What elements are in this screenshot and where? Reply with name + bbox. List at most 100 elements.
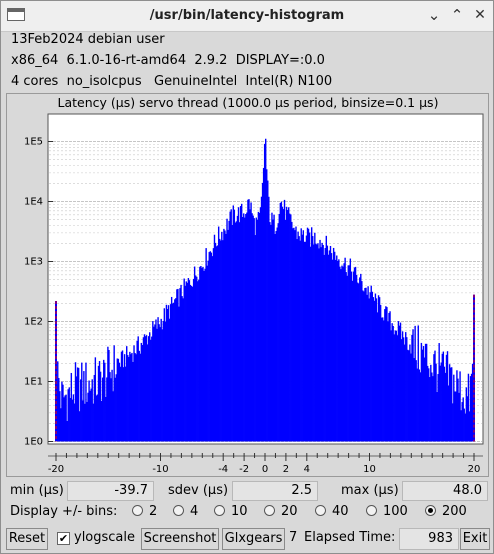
bins-radio-200[interactable]: 200 (425, 504, 467, 519)
radio-icon[interactable] (173, 505, 184, 516)
radio-icon[interactable] (214, 505, 225, 516)
histogram-bar (139, 353, 141, 442)
histogram-bar (292, 228, 294, 442)
histogram-bar (441, 353, 443, 442)
histogram-bar (170, 296, 173, 442)
title-bar[interactable]: /usr/bin/latency-histogram ⌄ ⌃ ✕ (1, 1, 493, 32)
histogram-bar (359, 277, 361, 442)
histogram-bar (233, 209, 236, 442)
histogram-bar (173, 302, 175, 442)
histogram-bar (90, 388, 92, 442)
x-tick-label: 2 (283, 464, 289, 475)
histogram-bar (93, 374, 96, 442)
histogram-bar (332, 247, 335, 442)
histogram-bar (430, 364, 432, 442)
histogram-bar (198, 279, 200, 442)
histogram-bar (106, 377, 108, 442)
histogram-bar (126, 346, 128, 442)
histogram-bar (367, 286, 369, 442)
histogram-bar (454, 391, 456, 442)
histogram-bar (259, 207, 262, 442)
radio-icon[interactable] (366, 505, 377, 516)
histogram-bar (185, 281, 187, 442)
reset-button[interactable]: Reset (6, 528, 48, 550)
minimize-icon[interactable]: ⌄ (427, 6, 441, 24)
histogram-bar (429, 377, 431, 442)
histogram-bar (381, 317, 383, 442)
screenshot-button[interactable]: Screenshot (141, 528, 219, 550)
histogram-bar (464, 413, 466, 442)
ylogscale-checkbox[interactable]: ✔ (57, 532, 70, 545)
histogram-bar (176, 289, 178, 442)
histogram-bar (145, 335, 148, 442)
bins-radio-40[interactable]: 40 (315, 504, 349, 519)
histogram-bar (297, 231, 299, 442)
histogram-bar (202, 266, 204, 442)
maximize-icon[interactable]: ⌃ (450, 6, 464, 24)
histogram-bar (293, 227, 295, 442)
histogram-bar (373, 300, 376, 442)
histogram-bar (144, 336, 147, 442)
bins-radio-2[interactable]: 2 (132, 504, 157, 519)
histogram-bar (91, 379, 93, 442)
histogram-bar (236, 215, 239, 442)
histogram-bar (158, 324, 160, 442)
histogram-bar (212, 248, 215, 442)
histogram-bar (324, 248, 326, 442)
histogram-bar (397, 321, 400, 442)
histogram-bar (64, 395, 66, 442)
y-tick-label: 1E0 (24, 437, 43, 448)
bins-radio-4[interactable]: 4 (173, 504, 198, 519)
histogram-bar (134, 353, 136, 442)
radio-icon[interactable] (132, 505, 143, 516)
histogram-bar (466, 396, 469, 442)
histogram-bar (128, 357, 130, 442)
histogram-bar (216, 245, 219, 442)
bins-radio-100[interactable]: 100 (366, 504, 408, 519)
histogram-bar (105, 396, 107, 442)
histogram-bar (231, 224, 233, 442)
histogram-bar (111, 369, 113, 442)
histogram-bar (239, 206, 242, 442)
histogram-bar (399, 322, 402, 442)
histogram-bar (414, 325, 416, 442)
glxgears-button[interactable]: Glxgears (222, 528, 285, 550)
y-tick-label: 1E4 (24, 197, 43, 208)
histogram-bar (275, 231, 277, 442)
histogram-bar (407, 349, 409, 442)
histogram-bar (246, 212, 248, 442)
histogram-bar (100, 401, 103, 442)
radio-icon[interactable] (264, 505, 275, 516)
radio-icon[interactable] (315, 505, 326, 516)
histogram-bar (73, 403, 76, 442)
histogram-bar (350, 271, 353, 442)
histogram-bar (114, 377, 116, 442)
histogram-bar (253, 218, 255, 442)
histogram-bar (82, 400, 84, 442)
histogram-bar (362, 290, 364, 442)
histogram-bar (280, 201, 283, 442)
close-icon[interactable]: ✕ (474, 7, 486, 23)
histogram-bar (330, 253, 333, 442)
elapsed-label: Elapsed Time: (304, 530, 396, 545)
bins-radio-10[interactable]: 10 (214, 504, 248, 519)
histogram-bar (310, 227, 313, 442)
histogram-bar (196, 276, 198, 442)
histogram-bar (283, 199, 286, 442)
histogram-bar (352, 271, 355, 442)
histogram-bar (131, 352, 133, 442)
histogram-bar (410, 353, 412, 442)
x-tick-label: 4 (304, 464, 310, 475)
histogram-bar (151, 336, 153, 442)
histogram-bar (383, 320, 385, 442)
histogram-bar (98, 361, 101, 442)
histogram-bar (312, 236, 314, 442)
radio-selected-icon[interactable] (425, 505, 436, 516)
histogram-bar (238, 222, 241, 442)
histogram-bar (301, 234, 303, 442)
exit-button[interactable]: Exit (460, 528, 490, 550)
histogram-bar (344, 257, 346, 442)
bins-radio-20[interactable]: 20 (264, 504, 298, 519)
histogram-bar (199, 266, 201, 442)
